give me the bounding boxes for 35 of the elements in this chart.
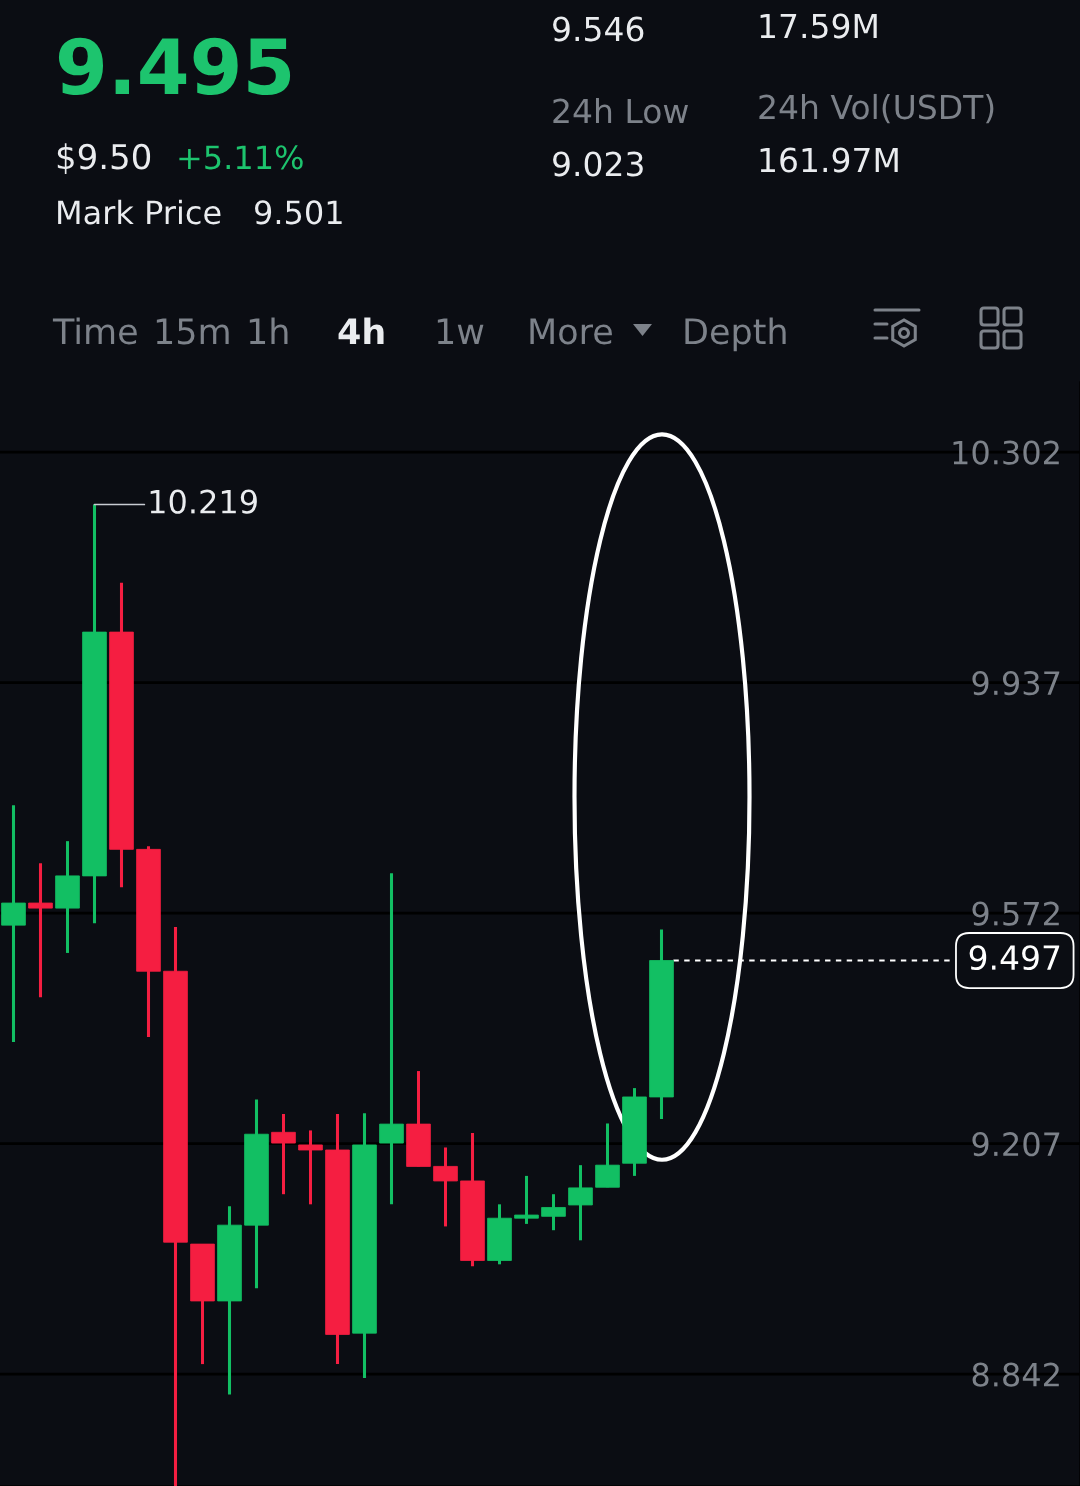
- ref-line-label: 9.497: [969, 945, 1060, 971]
- candlestick: [568, 1165, 593, 1241]
- text: More: [530, 318, 612, 345]
- annotation: 10.219: [150, 489, 257, 514]
- candlestick: [298, 1130, 323, 1205]
- y-tick-label: 9.937: [972, 671, 1060, 696]
- text: 9.546: [553, 16, 644, 42]
- text: 17.59M: [760, 13, 877, 39]
- text: 9.495: [58, 37, 291, 96]
- y-tick-label: 9.207: [972, 1132, 1060, 1157]
- candlestick: [379, 873, 404, 1205]
- text: 24h Low: [553, 97, 688, 124]
- text: 24h Vol(USDT): [759, 93, 994, 124]
- text: $9.50: [57, 143, 151, 174]
- y-tick-label: 9.572: [972, 901, 1059, 926]
- text: 1h: [249, 317, 288, 344]
- candlestick: [1, 805, 26, 1042]
- text: +5.11%: [179, 145, 303, 170]
- text: Mark Price: [58, 199, 221, 225]
- text: 9.501: [255, 200, 342, 225]
- candlestick: [595, 1123, 620, 1188]
- text: 9.023: [553, 151, 643, 177]
- text: Depth: [685, 317, 786, 352]
- text: 161.97M: [760, 147, 898, 173]
- candlestick: [541, 1194, 566, 1232]
- y-tick-label: 10.302: [953, 440, 1059, 465]
- candlestick: [271, 1114, 296, 1196]
- text: Time: [52, 317, 137, 345]
- candlestick: [433, 1147, 458, 1227]
- candlestick: [514, 1174, 539, 1224]
- text: 4h: [338, 317, 384, 344]
- text: 15m: [156, 318, 229, 345]
- y-tick-label: 8.842: [972, 1362, 1059, 1387]
- candlestick: [28, 863, 53, 999]
- text: 1w: [437, 318, 484, 344]
